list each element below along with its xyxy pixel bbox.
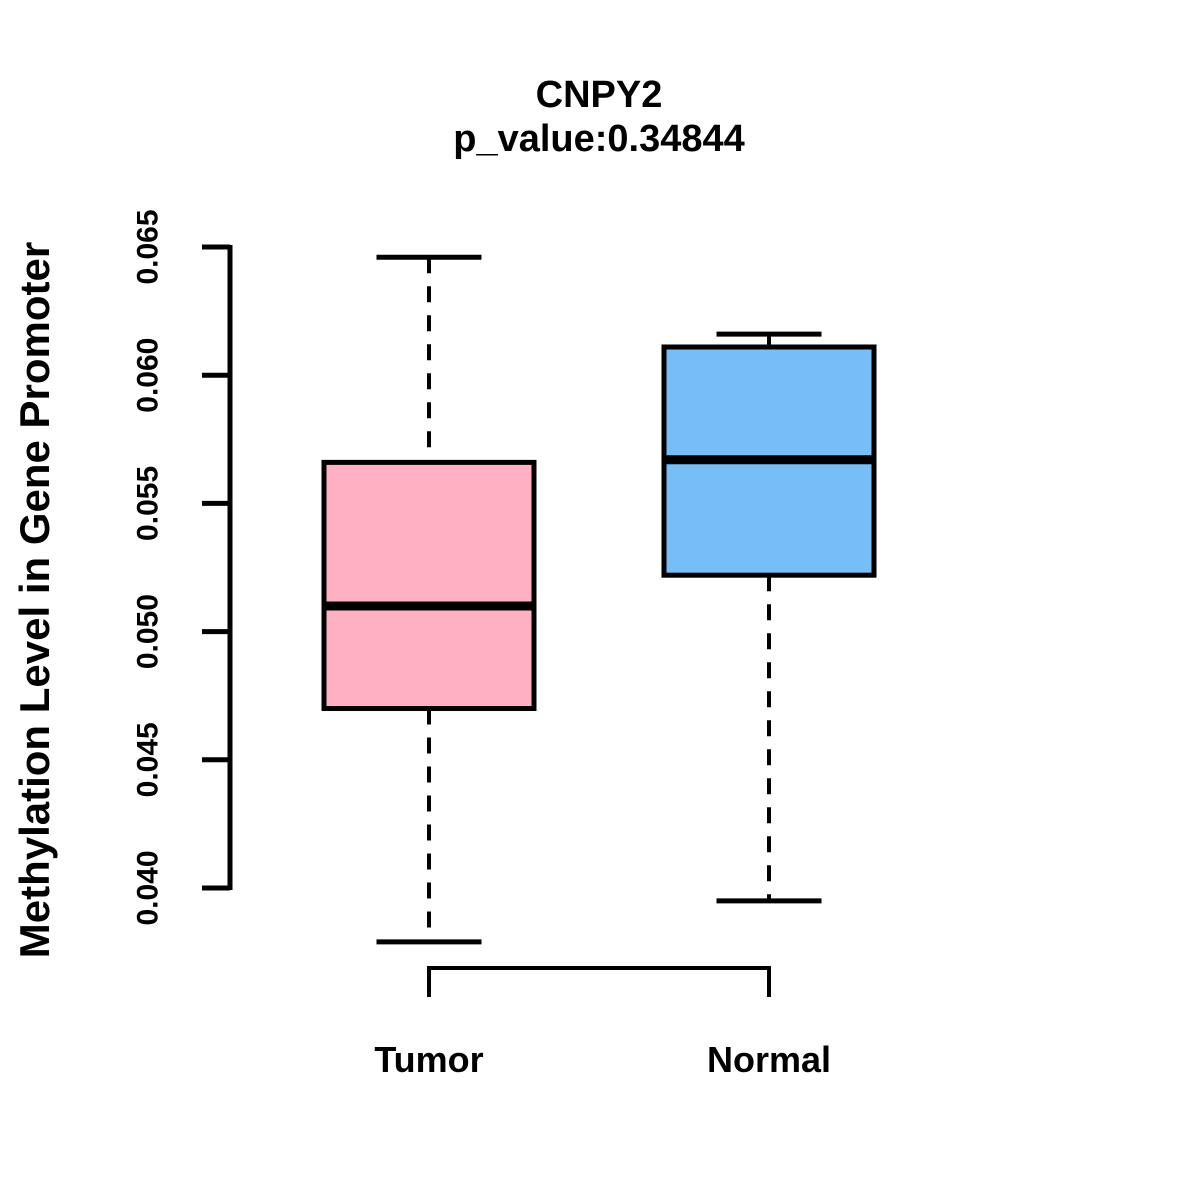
chart-subtitle-pvalue: p_value:0.34844 (453, 118, 745, 160)
y-tick-label: 0.060 (132, 338, 165, 413)
y-tick-label: 0.065 (132, 209, 165, 284)
y-tick-label: 0.045 (132, 722, 165, 797)
y-tick-label: 0.040 (132, 850, 165, 925)
x-category-label-normal: Normal (707, 1039, 831, 1080)
box-tumor (321, 459, 537, 712)
x-category-label-tumor: Tumor (374, 1039, 483, 1080)
x-axis-bracket (427, 966, 771, 997)
y-tick-label: 0.050 (132, 594, 165, 669)
chart-title: CNPY2 (535, 74, 663, 116)
y-tick-label: 0.055 (132, 466, 165, 541)
